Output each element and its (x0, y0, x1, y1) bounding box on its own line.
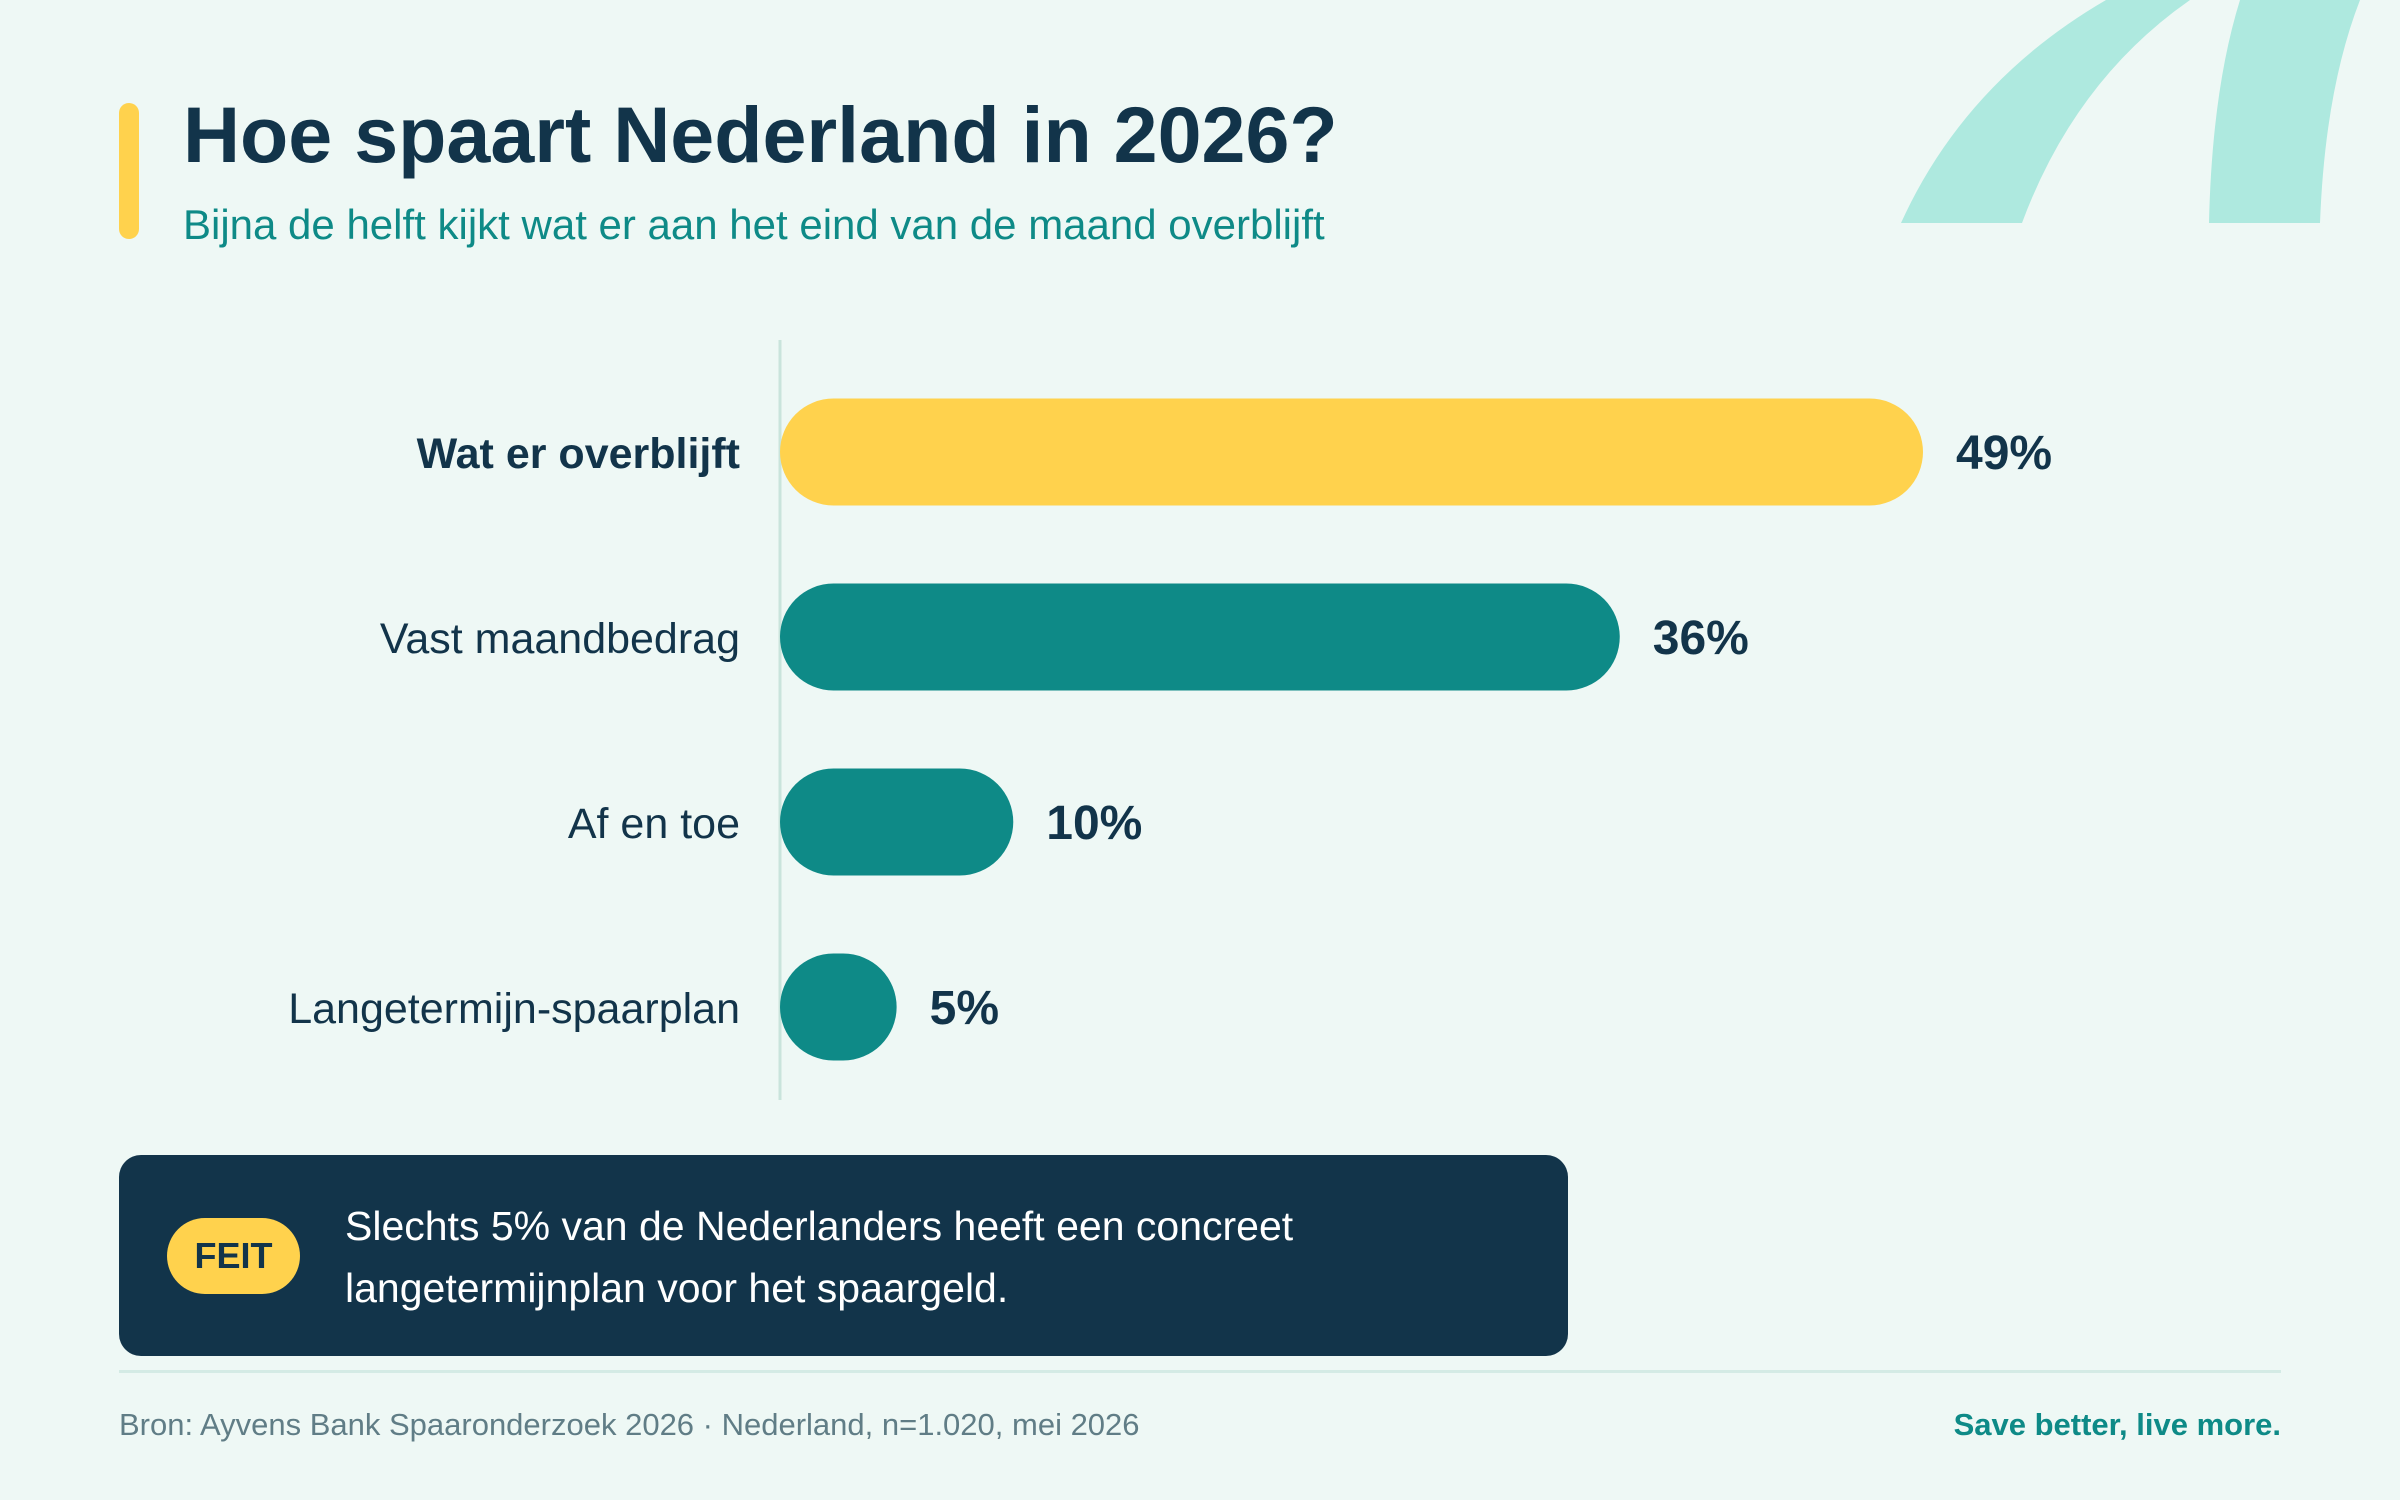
fact-text: Slechts 5% van de Nederlanders heeft een… (345, 1195, 1495, 1319)
page-subtitle: Bijna de helft kijkt wat er aan het eind… (183, 201, 1325, 248)
savings-bar-chart: Wat er overblijft 49% Vast maandbedrag 36% A… (288, 340, 2052, 1100)
fact-text-line-1: Slechts 5% van de Nederlanders heeft een… (345, 1203, 1294, 1249)
quote-mark-decoration (1901, 0, 2360, 223)
bar-value-label: 10% (1046, 797, 1142, 850)
bar (780, 768, 1014, 876)
source-note: Bron: Ayvens Bank Spaaronderzoek 2026 · … (119, 1407, 1140, 1442)
bar (780, 583, 1620, 691)
fact-text-line-2: langetermijnplan voor het spaargeld. (345, 1265, 1009, 1311)
page-title: Hoe spaart Nederland in 2026? (183, 90, 1338, 179)
bar-value-label: 5% (930, 982, 999, 1035)
quote-mark-right-stroke (2209, 0, 2360, 223)
title-accent-bar (119, 103, 139, 239)
bar-value-label: 49% (1956, 427, 2052, 480)
bar-value-label: 36% (1653, 612, 1749, 665)
brand-tagline: Save better, live more. (1953, 1407, 2281, 1442)
quote-mark-left-stroke (1901, 0, 2190, 223)
bar-category-label: Af en toe (568, 800, 740, 848)
footer-divider (119, 1370, 2281, 1373)
fact-callout: FEIT Slechts 5% van de Nederlanders heef… (119, 1155, 1568, 1356)
fact-badge: FEIT (167, 1218, 300, 1294)
bar-category-label: Vast maandbedrag (380, 615, 740, 663)
bar-category-label: Langetermijn-spaarplan (288, 985, 740, 1033)
bar (780, 398, 1923, 506)
bar-category-label: Wat er overblijft (417, 430, 740, 478)
bar (780, 953, 897, 1061)
